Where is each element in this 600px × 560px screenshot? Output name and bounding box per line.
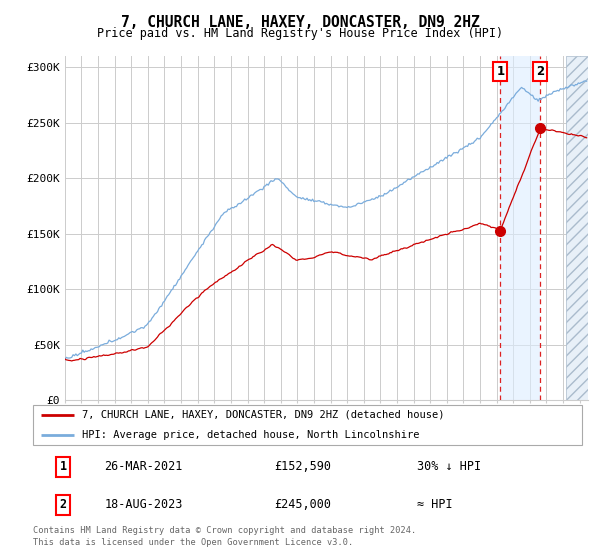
Bar xyxy=(566,56,588,400)
Text: 2: 2 xyxy=(59,498,67,511)
Text: £245,000: £245,000 xyxy=(275,498,332,511)
Text: 18-AUG-2023: 18-AUG-2023 xyxy=(104,498,183,511)
Text: 7, CHURCH LANE, HAXEY, DONCASTER, DN9 2HZ (detached house): 7, CHURCH LANE, HAXEY, DONCASTER, DN9 2H… xyxy=(82,410,445,420)
Text: Contains HM Land Registry data © Crown copyright and database right 2024.: Contains HM Land Registry data © Crown c… xyxy=(33,526,416,535)
Text: 30% ↓ HPI: 30% ↓ HPI xyxy=(418,460,481,473)
Text: 2: 2 xyxy=(536,65,544,78)
Text: HPI: Average price, detached house, North Lincolnshire: HPI: Average price, detached house, Nort… xyxy=(82,430,420,440)
Text: 1: 1 xyxy=(496,65,505,78)
Text: 1: 1 xyxy=(59,460,67,473)
Text: Price paid vs. HM Land Registry's House Price Index (HPI): Price paid vs. HM Land Registry's House … xyxy=(97,27,503,40)
Text: £152,590: £152,590 xyxy=(275,460,332,473)
Bar xyxy=(500,56,541,400)
Text: 26-MAR-2021: 26-MAR-2021 xyxy=(104,460,183,473)
Text: 7, CHURCH LANE, HAXEY, DONCASTER, DN9 2HZ: 7, CHURCH LANE, HAXEY, DONCASTER, DN9 2H… xyxy=(121,15,479,30)
Text: ≈ HPI: ≈ HPI xyxy=(418,498,453,511)
Text: This data is licensed under the Open Government Licence v3.0.: This data is licensed under the Open Gov… xyxy=(33,538,353,547)
